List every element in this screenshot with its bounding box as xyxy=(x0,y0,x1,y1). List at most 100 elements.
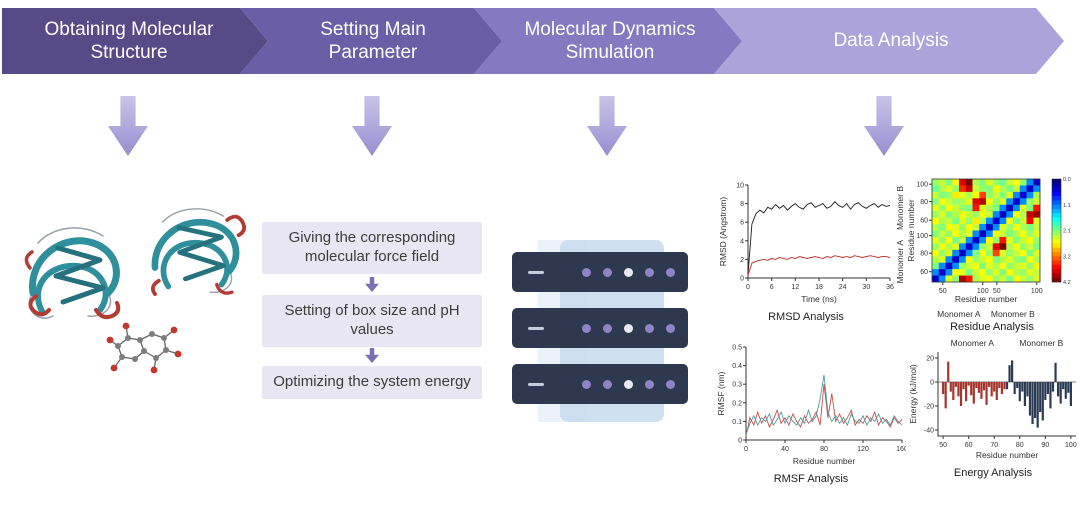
svg-text:80: 80 xyxy=(1016,442,1024,449)
rmsf-chart: 0 0.1 0.2 0.3 0.4 0.5 0 40 80 120 160 Residue numbe… xyxy=(716,342,908,486)
svg-text:50: 50 xyxy=(939,442,947,449)
svg-text:0.2: 0.2 xyxy=(732,400,742,407)
svg-text:90: 90 xyxy=(1041,442,1049,449)
step-box-label: Setting of box size and pH values xyxy=(284,302,460,338)
svg-text:8: 8 xyxy=(740,201,744,208)
svg-text:0: 0 xyxy=(738,438,742,445)
server-vent xyxy=(528,326,544,330)
flow-down-arrow-icon xyxy=(352,96,392,156)
banner-obtaining-structure: Obtaining Molecular Structure xyxy=(2,8,268,74)
banner-setting-parameter: Setting Main Parameter xyxy=(240,8,502,74)
svg-text:4.2: 4.2 xyxy=(1063,280,1071,286)
server-led-icon xyxy=(582,323,591,333)
svg-text:160: 160 xyxy=(896,446,906,453)
rmsf-chart-canvas: 0 0.1 0.2 0.3 0.4 0.5 0 40 80 120 160 Residue numbe… xyxy=(716,342,908,471)
server-unit xyxy=(512,252,688,292)
svg-text:Energy (kJ/mol): Energy (kJ/mol) xyxy=(908,364,918,424)
residue-monomer-b-label: Monomer B xyxy=(990,309,1035,319)
svg-text:18: 18 xyxy=(815,284,823,291)
svg-text:36: 36 xyxy=(886,284,894,291)
rmsf-chart-title: RMSF Analysis xyxy=(773,473,849,485)
svg-text:Residue number: Residue number xyxy=(906,199,916,262)
svg-text:2.1: 2.1 xyxy=(1063,229,1071,235)
residue-monomer-labels: Monomer A Monomer B xyxy=(932,309,1040,319)
svg-text:50: 50 xyxy=(993,288,1001,295)
svg-text:80: 80 xyxy=(920,251,928,258)
rmsd-monomer-a-label: Monomer A xyxy=(895,240,905,284)
svg-text:100: 100 xyxy=(1031,288,1043,295)
banner-label: Setting Main Parameter xyxy=(320,18,426,63)
protein-monomer-right xyxy=(150,208,246,297)
svg-text:Time (ns): Time (ns) xyxy=(801,294,837,304)
server-led-icon xyxy=(624,267,633,277)
server-led-icon xyxy=(603,323,612,333)
svg-text:10: 10 xyxy=(736,183,744,190)
step-box-force-field: Giving the corresponding molecular force… xyxy=(262,222,482,274)
residue-heatmap-canvas: 50 100 50 100 100 80 60 100 80 60 Residue number Re… xyxy=(906,176,1078,309)
svg-text:0.5: 0.5 xyxy=(732,345,742,352)
svg-text:-20: -20 xyxy=(924,404,934,411)
svg-text:100: 100 xyxy=(1065,442,1077,449)
server-led-icon xyxy=(666,323,675,333)
svg-text:50: 50 xyxy=(939,288,947,295)
svg-text:RMSF (nm): RMSF (nm) xyxy=(716,371,726,415)
svg-text:60: 60 xyxy=(965,442,973,449)
svg-text:3.2: 3.2 xyxy=(1063,254,1071,260)
server-led-icon xyxy=(582,267,591,277)
step-box-label: Giving the corresponding molecular force… xyxy=(288,229,456,265)
server-unit xyxy=(512,364,688,404)
banner-label: Molecular Dynamics Simulation xyxy=(524,18,696,63)
residue-chart-title: Residue Analysis xyxy=(950,321,1034,333)
svg-text:RMSD (Angstrom): RMSD (Angstrom) xyxy=(718,197,728,267)
svg-text:0.4: 0.4 xyxy=(732,363,742,370)
server-led-icon xyxy=(624,379,633,389)
server-led-row xyxy=(582,379,675,389)
step-box-optimize-energy: Optimizing the system energy xyxy=(262,366,482,399)
svg-text:24: 24 xyxy=(839,284,847,291)
flow-down-arrow-icon xyxy=(108,96,148,156)
svg-text:0.3: 0.3 xyxy=(732,382,742,389)
server-led-icon xyxy=(645,267,654,277)
svg-text:80: 80 xyxy=(920,199,928,206)
server-led-icon xyxy=(645,379,654,389)
svg-text:1.1: 1.1 xyxy=(1063,203,1071,209)
banner-label: Obtaining Molecular Structure xyxy=(44,18,214,63)
protein-structure-illustration xyxy=(24,208,246,374)
svg-text:120: 120 xyxy=(857,446,869,453)
server-vent xyxy=(528,270,544,274)
server-led-icon xyxy=(666,267,675,277)
server-vent xyxy=(528,382,544,386)
step-box-box-size-ph: Setting of box size and pH values xyxy=(262,295,482,347)
svg-text:30: 30 xyxy=(862,284,870,291)
svg-text:100: 100 xyxy=(916,233,928,240)
energy-chart: Monomer A Monomer B -40 -20 0 20 50 60 70 80 90 1… xyxy=(908,338,1078,479)
server-led-icon xyxy=(645,323,654,333)
server-led-icon xyxy=(603,267,612,277)
svg-text:0.1: 0.1 xyxy=(732,419,742,426)
residue-monomer-a-label: Monomer A xyxy=(937,309,981,319)
energy-monomer-b-label: Monomer B xyxy=(1019,338,1064,348)
svg-text:6: 6 xyxy=(770,284,774,291)
svg-text:100: 100 xyxy=(977,288,989,295)
mini-down-arrow-icon xyxy=(365,348,379,363)
mini-down-arrow-icon xyxy=(365,277,379,292)
svg-text:6: 6 xyxy=(740,220,744,227)
ligand-molecule xyxy=(106,322,182,374)
rmsd-chart-title: RMSD Analysis xyxy=(768,311,844,323)
svg-text:Residue number: Residue number xyxy=(955,294,1018,304)
server-led-icon xyxy=(603,379,612,389)
svg-text:60: 60 xyxy=(920,269,928,276)
svg-text:Residue number: Residue number xyxy=(793,456,856,466)
svg-text:40: 40 xyxy=(781,446,789,453)
svg-text:20: 20 xyxy=(926,356,934,363)
rmsd-chart: 0 2 4 6 8 10 0 6 12 18 24 30 36 Time (ns) RMSD (Angstr… xyxy=(718,180,905,324)
server-unit xyxy=(512,308,688,348)
svg-text:0: 0 xyxy=(746,284,750,291)
energy-monomer-labels: Monomer A Monomer B xyxy=(938,338,1076,348)
svg-text:70: 70 xyxy=(990,442,998,449)
step-box-label: Optimizing the system energy xyxy=(273,373,471,390)
flow-down-arrow-icon xyxy=(864,96,904,156)
energy-chart-canvas: -40 -20 0 20 50 60 70 80 90 100 Residue number Ener… xyxy=(908,348,1078,465)
server-led-icon xyxy=(624,323,633,333)
